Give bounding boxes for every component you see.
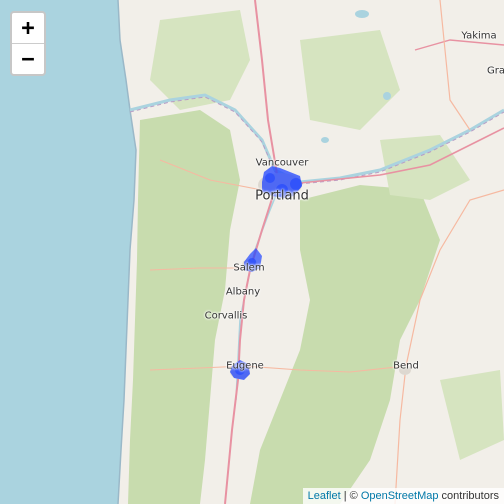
salem-cluster[interactable] — [244, 248, 262, 272]
coast-range-forest — [128, 110, 240, 504]
zoom-out-button[interactable]: − — [12, 43, 44, 74]
city-label-grandview: Gra — [487, 65, 504, 77]
zoom-control: + − — [10, 11, 46, 76]
attribution-separator: | © — [340, 489, 361, 502]
attribution-contributors: contributors — [438, 489, 499, 502]
city-label-vancouver: Vancouver — [255, 157, 309, 169]
city-label-portland: Portland — [255, 188, 309, 204]
portland-cluster[interactable] — [262, 166, 302, 198]
eugene-cluster[interactable] — [230, 360, 250, 380]
city-label-yakima: Yakima — [461, 30, 497, 42]
city-label-corvallis: Corvallis — [204, 310, 248, 322]
zoom-in-button[interactable]: + — [21, 15, 35, 41]
city-label-eugene: Eugene — [226, 360, 264, 372]
city-label-albany: Albany — [225, 286, 261, 298]
pacific-ocean — [0, 0, 136, 504]
city-label-salem: Salem — [233, 262, 265, 274]
attribution: Leaflet | © OpenStreetMap contributors — [302, 487, 504, 504]
cascades-forest — [250, 185, 440, 504]
openstreetmap-link[interactable]: OpenStreetMap — [360, 489, 439, 502]
city-label-bend: Bend — [393, 360, 419, 372]
leaflet-link[interactable]: Leaflet — [307, 489, 341, 502]
